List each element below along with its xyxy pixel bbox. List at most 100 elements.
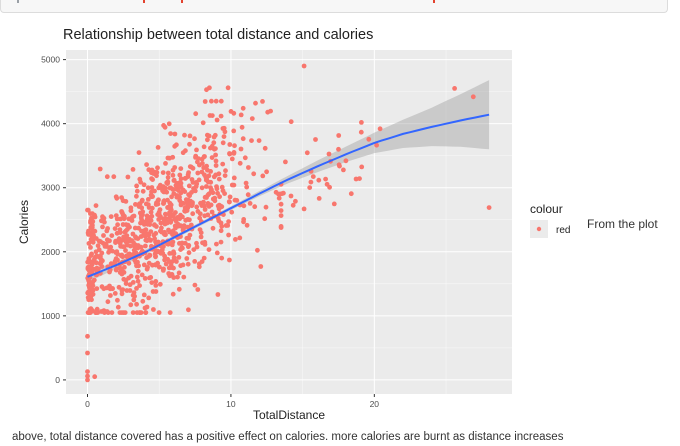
scatter-point bbox=[357, 176, 362, 182]
scatter-point bbox=[223, 168, 228, 174]
scatter-point bbox=[146, 167, 152, 173]
scatter-point bbox=[128, 302, 134, 308]
scatter-point bbox=[134, 193, 139, 199]
scatter-point bbox=[176, 255, 182, 260]
scatter-point bbox=[196, 156, 201, 162]
scatter-point bbox=[151, 307, 156, 312]
scatter-point bbox=[113, 240, 118, 246]
scatter-point bbox=[213, 98, 219, 104]
scatter-point bbox=[301, 63, 307, 69]
scatter-point bbox=[170, 172, 176, 178]
scatter-point bbox=[195, 209, 201, 214]
scatter-point bbox=[177, 172, 183, 178]
scatter-point bbox=[215, 203, 221, 209]
scatter-point bbox=[112, 291, 118, 296]
scatter-point bbox=[187, 133, 193, 139]
scatter-point bbox=[117, 227, 123, 233]
scatter-point bbox=[138, 215, 144, 221]
scatter-point bbox=[221, 134, 227, 139]
scatter-point bbox=[120, 222, 126, 227]
scatter-point bbox=[178, 247, 184, 253]
scatter-point bbox=[278, 201, 284, 207]
scatter-point bbox=[260, 99, 265, 104]
scatter-point bbox=[213, 158, 219, 164]
scatter-point bbox=[104, 174, 110, 180]
scatter-point bbox=[171, 275, 177, 280]
scatter-point bbox=[115, 222, 120, 228]
scatter-point bbox=[185, 174, 191, 180]
x-tick-label: 20 bbox=[370, 399, 380, 409]
chart: Relationship between total distance and … bbox=[17, 27, 570, 422]
scatter-point bbox=[219, 184, 225, 190]
scatter-point bbox=[118, 216, 123, 222]
scatter-point bbox=[256, 138, 262, 143]
scatter-point bbox=[85, 333, 90, 339]
scatter-point bbox=[92, 228, 98, 234]
scatter-point bbox=[141, 222, 147, 227]
scatter-point bbox=[190, 180, 196, 185]
scatter-point bbox=[205, 137, 210, 143]
scatter-point bbox=[160, 170, 166, 176]
scatter-point bbox=[89, 251, 94, 257]
scatter-point bbox=[237, 235, 243, 241]
scatter-point bbox=[92, 374, 98, 380]
scatter-point bbox=[219, 255, 225, 261]
scatter-point bbox=[146, 295, 152, 301]
scatter-point bbox=[167, 229, 172, 235]
scatter-point bbox=[176, 286, 182, 292]
scatter-point bbox=[186, 170, 192, 176]
scatter-point bbox=[146, 260, 152, 266]
scatter-point bbox=[123, 248, 128, 253]
scatter-point bbox=[186, 307, 191, 313]
scatter-point bbox=[85, 290, 91, 296]
scatter-point bbox=[201, 255, 207, 261]
scatter-point bbox=[223, 223, 229, 228]
scatter-point bbox=[194, 204, 200, 210]
scatter-point bbox=[164, 220, 170, 226]
scatter-point bbox=[108, 261, 114, 267]
scatter-point bbox=[283, 159, 288, 165]
scatter-point bbox=[171, 249, 176, 255]
scatter-point bbox=[171, 191, 177, 197]
scatter-point bbox=[218, 228, 224, 234]
scatter-point bbox=[172, 165, 178, 170]
scatter-point bbox=[158, 228, 163, 234]
scatter-point bbox=[142, 305, 148, 311]
scatter-point bbox=[119, 288, 125, 293]
scatter-point bbox=[101, 215, 107, 221]
scatter-point bbox=[134, 274, 140, 280]
scatter-point bbox=[227, 199, 232, 205]
scatter-point bbox=[104, 244, 110, 249]
scatter-point bbox=[122, 229, 128, 235]
scatter-point bbox=[348, 191, 354, 197]
scatter-point bbox=[153, 289, 159, 294]
scatter-point bbox=[213, 146, 218, 152]
scatter-point bbox=[141, 182, 147, 188]
legend-title: colour bbox=[530, 202, 563, 216]
scatter-point bbox=[185, 261, 191, 267]
scatter-point bbox=[175, 221, 181, 227]
scatter-point bbox=[87, 264, 93, 270]
scatter-point bbox=[191, 186, 196, 191]
scatter-point bbox=[86, 282, 92, 288]
scatter-point bbox=[95, 243, 101, 249]
scatter-point bbox=[167, 251, 173, 256]
scatter-point bbox=[183, 148, 188, 154]
scatter-point bbox=[359, 120, 364, 125]
scatter-point bbox=[136, 263, 142, 269]
scatter-point bbox=[102, 219, 107, 225]
scatter-point bbox=[167, 215, 173, 220]
scatter-point bbox=[222, 191, 228, 197]
scatter-point bbox=[358, 129, 364, 135]
scatter-point bbox=[88, 225, 94, 230]
scatter-point bbox=[117, 265, 123, 271]
scatter-point bbox=[337, 163, 342, 169]
scatter-point bbox=[147, 275, 152, 281]
scatter-point bbox=[136, 204, 142, 209]
scatter-point bbox=[155, 201, 161, 207]
scatter-point bbox=[341, 167, 346, 173]
scatter-point bbox=[153, 253, 158, 259]
x-tick-label: 10 bbox=[226, 399, 236, 409]
scatter-point bbox=[101, 286, 107, 292]
scatter-point bbox=[238, 112, 244, 118]
